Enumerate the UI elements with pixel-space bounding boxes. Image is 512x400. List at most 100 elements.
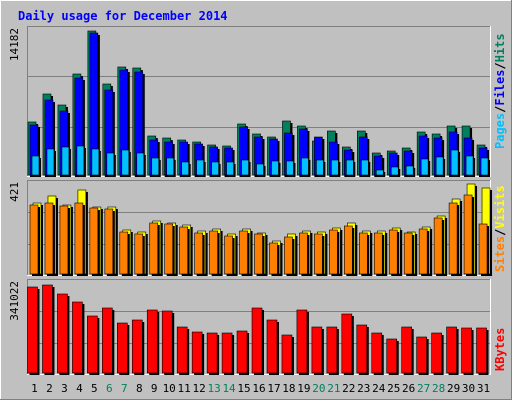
x-tick-label: 11 [178,382,191,395]
kbytes-bar [476,327,487,374]
pages-bar [346,159,354,176]
pages-bar [106,152,115,176]
kbytes-bar [281,334,293,374]
sites-bar [448,202,458,275]
x-tick-label: 29 [447,382,460,395]
x-tick-label: 31 [477,382,490,395]
panel-visits-sites: 421 Sites/Visits [8,180,507,276]
x-tick-label: 30 [462,382,475,395]
x-tick-label: 18 [282,382,295,395]
pages-bar [136,152,145,176]
pages-bar [241,159,249,176]
pages-bar [390,166,399,176]
kbytes-bar [102,307,113,374]
kbytes-bar [176,326,188,374]
x-tick-label: 9 [151,382,158,395]
x-tick-label: 24 [372,382,386,395]
kbytes-bar [461,327,472,374]
kbytes-bar [401,326,412,374]
sites-bar [373,232,383,275]
chart-title: Daily usage for December 2014 [18,9,228,23]
pages-bar [465,155,474,176]
kbytes-bar [266,319,278,374]
x-tick-label: 13 [207,382,220,395]
pages-bar [480,157,489,176]
pages-bar [435,156,444,176]
pages-bar [256,163,264,176]
pages-bar [420,158,429,176]
sites-bar [179,226,188,275]
pages-bar [61,146,70,176]
kbytes-bar [131,319,143,374]
pages-bar [211,161,219,176]
sites-bar [44,202,54,275]
pages-bar [271,160,279,176]
x-tick-label: 1 [31,382,38,395]
sites-bar [329,229,338,275]
sites-bar [254,233,263,275]
kbytes-bar [251,307,263,374]
pages-bar [331,159,339,176]
kbytes-bar [341,313,353,374]
kbytes-bar [42,284,53,374]
x-tick-label: 8 [136,382,143,395]
sites-bar [104,208,114,275]
x-tick-label: 5 [91,382,98,395]
x-tick-label: 14 [222,382,236,395]
kbytes-bar [326,326,338,374]
pages-bar [316,159,324,176]
sites-bar [134,233,144,275]
sites-bar [224,235,233,275]
pages-bar [301,157,309,176]
x-tick-label: 28 [432,382,445,395]
x-tick-label: 19 [297,382,310,395]
sites-bar [89,207,99,275]
sites-bar [149,222,159,275]
x-axis-labels: 1 2 3 4 5 6 7 8 9 10 11 12 13 14 15 16 17 18 19 20 21 22 23 24 2… [31,382,490,395]
sites-bar [269,242,278,275]
kbytes-bar [72,301,83,374]
sites-bar [358,232,368,275]
kbytes-bar [221,332,233,374]
panel-kbytes-legend-kbytes: KBytes [493,328,507,371]
x-tick-label: 4 [76,382,83,395]
kbytes-bar [57,293,68,374]
sites-bar [29,204,39,275]
panel-visits-legend-sites: Sites [493,236,507,272]
x-tick-label: 22 [342,382,355,395]
kbytes-bar [206,332,218,374]
kbytes-bar [371,332,383,374]
sites-bar [463,194,473,275]
pages-bar [181,161,189,176]
x-tick-label: 20 [312,382,325,395]
sites-bar [418,228,428,275]
kbytes-bar [146,309,158,374]
pages-bar [450,149,459,176]
pages-bar [286,160,294,176]
kbytes-bar [117,322,128,374]
kbytes-bar [311,326,323,374]
sites-bar [388,229,398,275]
x-tick-label: 27 [417,382,430,395]
kbytes-bar [236,330,248,374]
x-tick-label: 7 [121,382,128,395]
kbytes-bar [431,332,442,374]
pages-bar [226,161,234,176]
sites-bar [59,205,69,275]
panel-hits-legend-hits: Hits [493,33,507,62]
panel-hits-legend-separator: / [493,106,507,113]
sites-bar [209,230,218,275]
x-tick-label: 25 [387,382,400,395]
x-tick-label: 23 [357,382,370,395]
panel-visits-ymax-label: 421 [8,182,21,202]
pages-bar [91,148,100,176]
pages-bar [360,159,369,176]
sites-bar [119,231,129,275]
panel-kbytes-legend: KBytes [493,328,507,371]
sites-bar [344,225,353,275]
panel-hits-legend-files: Files [493,70,507,106]
sites-bar [433,217,443,275]
sites-bar [164,223,174,275]
